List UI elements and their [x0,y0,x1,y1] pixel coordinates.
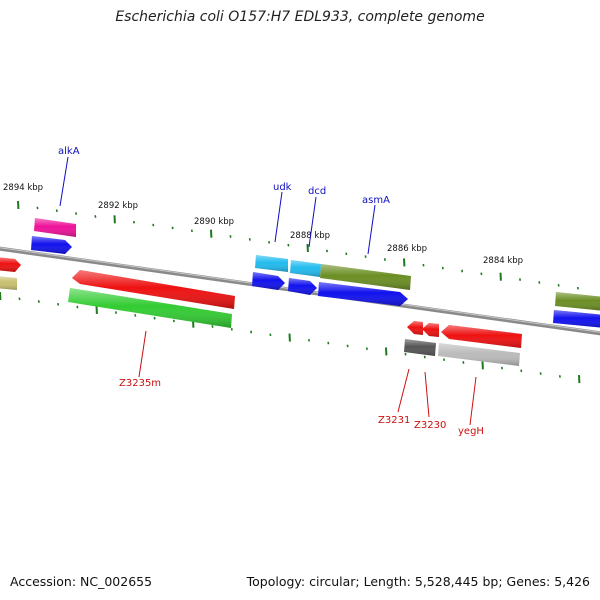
gene-label-yegH[interactable]: yegH [458,426,484,437]
gene-label-udk[interactable]: udk [273,182,292,193]
map-title: Escherichia coli O157:H7 EDL933, complet… [115,9,485,25]
gene-label-Z3231[interactable]: Z3231 [378,415,410,426]
scale-label: 2894 kbp [3,183,43,193]
scale-label: 2888 kbp [290,231,330,241]
scale-label: 2892 kbp [98,201,138,211]
label-leaders [59,156,477,426]
scale-labels: 2894 kbp 2892 kbp 2890 kbp 2888 kbp 2886… [3,183,523,266]
accession-text: Accession: NC_002655 [10,574,153,589]
genome-summary-text: Topology: circular; Length: 5,528,445 bp… [246,574,590,589]
gene-label-Z3235m[interactable]: Z3235m [119,378,161,389]
gene-label-asmA[interactable]: asmA [362,195,390,206]
gene-labels: alkA udk dcd asmA Z3235m Z3231 Z3230 yeg… [58,146,484,437]
scale-ticks-top [17,200,579,290]
gene-label-Z3230[interactable]: Z3230 [414,420,446,431]
gene-features [0,218,600,366]
gene-label-dcd[interactable]: dcd [308,186,326,197]
scale-ticks-bottom [0,291,581,384]
scale-label: 2890 kbp [194,217,234,227]
scale-label: 2884 kbp [483,256,523,266]
gene-label-alkA[interactable]: alkA [58,146,80,157]
scale-label: 2886 kbp [387,244,427,254]
